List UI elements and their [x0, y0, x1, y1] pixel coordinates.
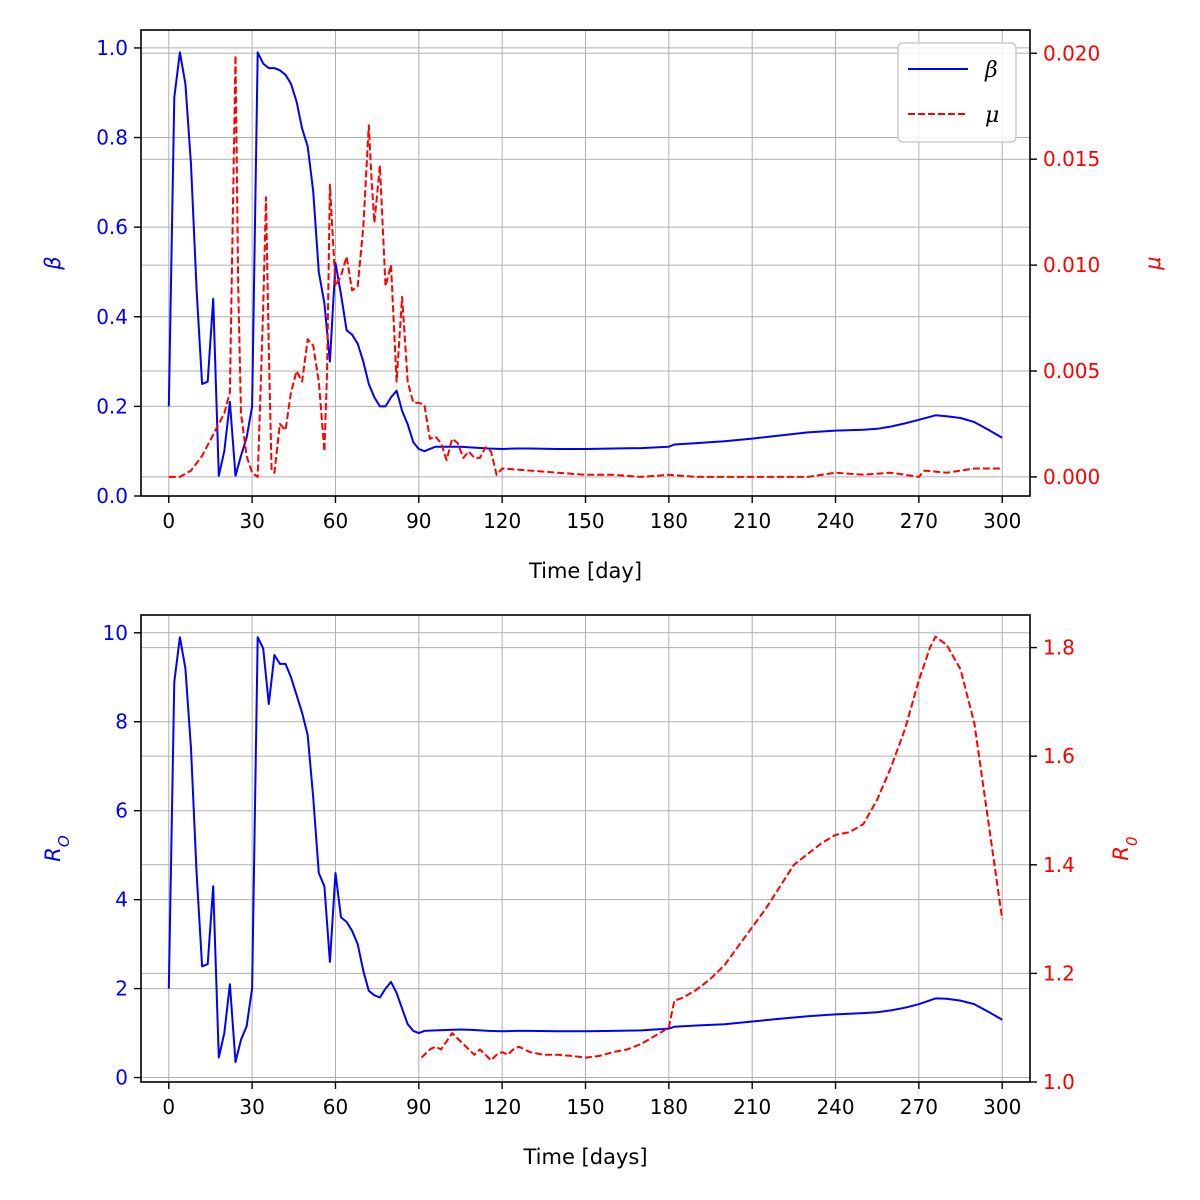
y-tick-label-left: 4 — [115, 888, 128, 912]
x-tick-label: 300 — [983, 1095, 1021, 1119]
series-line-left — [167, 51, 1003, 477]
x-tick-label: 90 — [406, 1095, 431, 1119]
x-axis-title: Time [day] — [528, 559, 642, 583]
label-subscript: 0 — [1123, 836, 1141, 846]
y-axis-title-right: R0 — [1109, 836, 1141, 860]
x-tick-label: 30 — [239, 1095, 264, 1119]
x-tick-label: 270 — [900, 509, 938, 533]
legend-label-mu: μ — [985, 103, 999, 128]
label-base: R — [41, 847, 65, 862]
y-axis-title-left: RO — [41, 835, 73, 862]
y-tick-label-left: 8 — [115, 710, 128, 734]
y-tick-label-left: 2 — [115, 977, 128, 1001]
series-line-right — [168, 54, 1003, 478]
x-tick-label: 210 — [733, 1095, 771, 1119]
x-tick-label: 120 — [483, 509, 521, 533]
y-tick-label-right: 1.4 — [1043, 853, 1075, 877]
y-tick-label-left: 0.2 — [96, 394, 128, 418]
x-tick-label: 180 — [650, 509, 688, 533]
y-tick-label-left: 10 — [103, 621, 128, 645]
x-tick-label: 0 — [162, 509, 175, 533]
y-tick-label-right: 1.0 — [1043, 1070, 1075, 1094]
x-tick-label: 120 — [483, 1095, 521, 1119]
x-tick-label: 0 — [162, 1095, 175, 1119]
bottom-panel: 0 30 60 90 120 150 180 210 240 270 300 0 2 4 6 8 10 1.0 1.… — [41, 614, 1141, 1169]
x-tick-label: 210 — [733, 509, 771, 533]
y-tick-label-right: 0.020 — [1043, 41, 1100, 65]
y-tick-label-right: 0.005 — [1043, 359, 1100, 383]
x-axis-title: Time [days] — [522, 1145, 647, 1169]
x-tick-label: 60 — [323, 509, 348, 533]
y-tick-label-right: 0.010 — [1043, 253, 1100, 277]
y-axis-title-left: β — [41, 256, 65, 270]
gridlines — [141, 615, 1030, 1083]
y-tick-label-left: 0.0 — [96, 484, 128, 508]
y-tick-label-right: 1.8 — [1043, 636, 1075, 660]
y-axis-title-right: μ — [1141, 256, 1165, 270]
top-panel: 0 30 60 90 120 150 180 210 240 270 300 0.0 0.2 0.4 0.6… — [41, 29, 1165, 583]
x-tick-label: 60 — [323, 1095, 348, 1119]
x-tick-label: 270 — [900, 1095, 938, 1119]
y-tick-label-left: 0 — [115, 1066, 128, 1090]
y-tick-label-right: 0.000 — [1043, 465, 1100, 489]
y-tick-label-right: 0.015 — [1043, 147, 1100, 171]
y-tick-label-right: 1.6 — [1043, 744, 1075, 768]
x-tick-label: 30 — [239, 509, 264, 533]
y-tick-label-left: 6 — [115, 799, 128, 823]
label-base: R — [1109, 846, 1133, 861]
x-tick-label: 240 — [816, 509, 854, 533]
y-tick-label-left: 1.0 — [96, 36, 128, 60]
x-tick-label: 150 — [566, 1095, 604, 1119]
x-tick-label: 90 — [406, 509, 431, 533]
x-tick-label: 150 — [566, 509, 604, 533]
series-line-left — [167, 636, 1003, 1063]
x-tick-label: 180 — [650, 1095, 688, 1119]
x-tick-label: 240 — [816, 1095, 854, 1119]
legend: β μ — [897, 42, 1017, 143]
y-tick-label-left: 0.6 — [96, 215, 128, 239]
legend-box — [897, 42, 1017, 143]
label-subscript: O — [55, 835, 73, 847]
legend-label-beta: β — [984, 58, 998, 83]
y-tick-label-left: 0.8 — [96, 126, 128, 150]
series-line-right — [420, 635, 1004, 1062]
y-tick-label-right: 1.2 — [1043, 961, 1075, 985]
x-tick-label: 300 — [983, 509, 1021, 533]
y-tick-label-left: 0.4 — [96, 305, 128, 329]
